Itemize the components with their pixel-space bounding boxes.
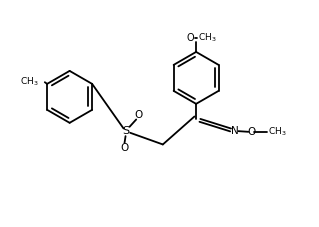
Text: O: O (121, 143, 129, 153)
Text: O: O (247, 127, 255, 137)
Text: O: O (135, 110, 143, 120)
Text: CH$_3$: CH$_3$ (198, 32, 216, 44)
Text: O: O (187, 33, 195, 43)
Text: N: N (231, 126, 238, 136)
Text: CH$_3$: CH$_3$ (268, 126, 287, 138)
Text: S: S (122, 126, 130, 136)
Text: CH$_3$: CH$_3$ (20, 76, 39, 89)
